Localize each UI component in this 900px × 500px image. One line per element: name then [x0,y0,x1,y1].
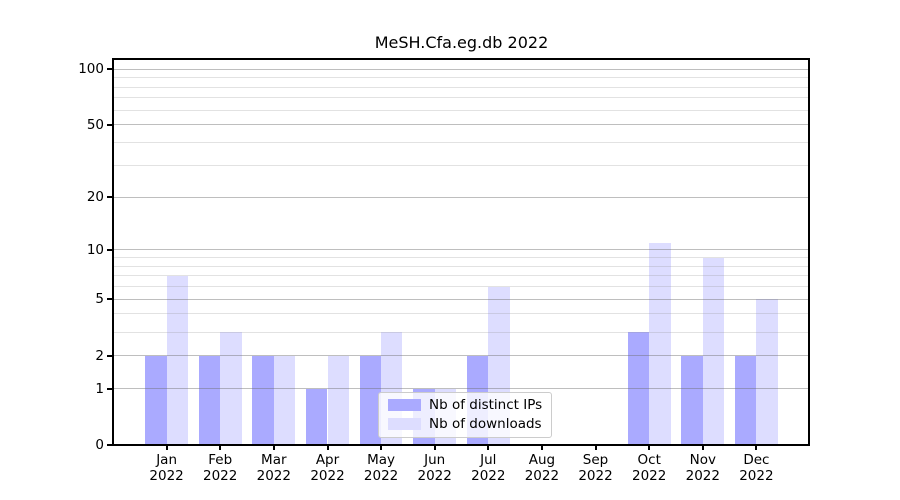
x-label-year: 2022 [524,468,560,484]
x-axis-tick [487,446,490,450]
x-label-year: 2022 [203,468,238,484]
legend: Nb of distinct IPs Nb of downloads [378,392,553,438]
y-tick-label: 2 [95,347,104,364]
x-label-year: 2022 [149,468,184,484]
x-label-year: 2022 [363,468,399,484]
x-tick-label: May 2022 [351,452,411,484]
x-label-year: 2022 [417,468,452,484]
x-label-month: Jan [156,452,177,468]
bar-dec-downloads [756,299,778,446]
x-tick-label: Sep 2022 [566,452,626,484]
bar-mar-downloads [273,355,296,446]
x-label-year: 2022 [685,468,720,484]
y-axis-tick [107,123,112,126]
bar-apr-ips [306,388,328,446]
x-tick-label: Feb 2022 [190,452,250,484]
x-label-month: Apr [315,452,340,468]
legend-item-distinct-ips: Nb of distinct IPs [388,397,542,413]
x-tick-label: Oct 2022 [619,452,679,484]
y-axis-tick [107,354,112,357]
y-axis-tick [107,68,112,71]
x-tick-label: Dec 2022 [726,452,786,484]
legend-swatch-downloads [388,418,421,430]
x-label-year: 2022 [632,468,667,484]
x-axis-tick [701,446,704,450]
x-axis-tick [648,446,651,450]
x-label-month: Mar [261,452,287,468]
x-tick-label: Jun 2022 [405,452,465,484]
x-axis-tick [755,446,758,450]
x-axis-tick [165,446,168,450]
x-tick-label: Jan 2022 [137,452,197,484]
bar-mar-ips [252,355,274,446]
legend-item-downloads: Nb of downloads [388,416,542,432]
y-tick-label: 100 [78,61,104,78]
x-label-month: Dec [743,452,770,468]
bar-jan-downloads [166,275,188,446]
y-axis-tick [107,444,112,446]
x-tick-label: Jul 2022 [458,452,518,484]
y-tick-label: 10 [86,241,104,258]
x-axis-tick [433,446,436,450]
x-label-month: Jul [480,452,497,468]
x-axis-tick [594,446,597,450]
bar-feb-ips [198,355,221,446]
x-label-month: Oct [637,452,661,468]
x-tick-label: Aug 2022 [512,452,572,484]
x-axis-tick [326,446,329,450]
legend-label-distinct-ips: Nb of distinct IPs [429,397,543,413]
x-label-month: Nov [689,452,716,468]
x-label-month: Aug [528,452,556,468]
chart-title: MeSH.Cfa.eg.db 2022 [374,33,549,52]
x-axis-tick [272,446,275,450]
x-label-month: Jun [424,452,446,468]
x-axis-tick [540,446,543,450]
legend-label-downloads: Nb of downloads [429,416,542,432]
bar-oct-ips [627,332,650,446]
x-label-year: 2022 [739,468,774,484]
bar-feb-downloads [220,332,242,446]
x-label-year: 2022 [578,468,613,484]
y-tick-label: 0 [95,437,104,453]
x-axis-tick [380,446,383,450]
bar-nov-ips [681,355,703,446]
x-label-year: 2022 [256,468,291,484]
bar-dec-ips [734,355,757,446]
y-axis-tick [107,248,112,251]
legend-swatch-distinct-ips [388,399,421,411]
x-label-month: May [367,452,396,468]
x-label-month: Sep [582,452,609,468]
bar-apr-downloads [327,355,349,446]
y-tick-label: 50 [86,116,104,133]
y-tick-label: 1 [95,380,104,397]
y-axis-tick [107,298,112,301]
x-tick-label: Mar 2022 [244,452,304,484]
y-axis-tick [107,387,112,390]
y-axis-tick [107,196,112,199]
bar-jan-ips [145,355,167,446]
x-label-month: Feb [208,452,233,468]
x-label-year: 2022 [471,468,506,484]
x-tick-label: Apr 2022 [298,452,358,484]
x-axis-tick [219,446,222,450]
y-tick-label: 20 [86,189,104,206]
bar-nov-downloads [702,257,725,446]
y-tick-label: 5 [95,291,104,308]
x-tick-label: Nov 2022 [673,452,733,484]
x-label-year: 2022 [310,468,345,484]
bar-oct-downloads [649,242,671,446]
bar-may-ips [359,355,381,446]
